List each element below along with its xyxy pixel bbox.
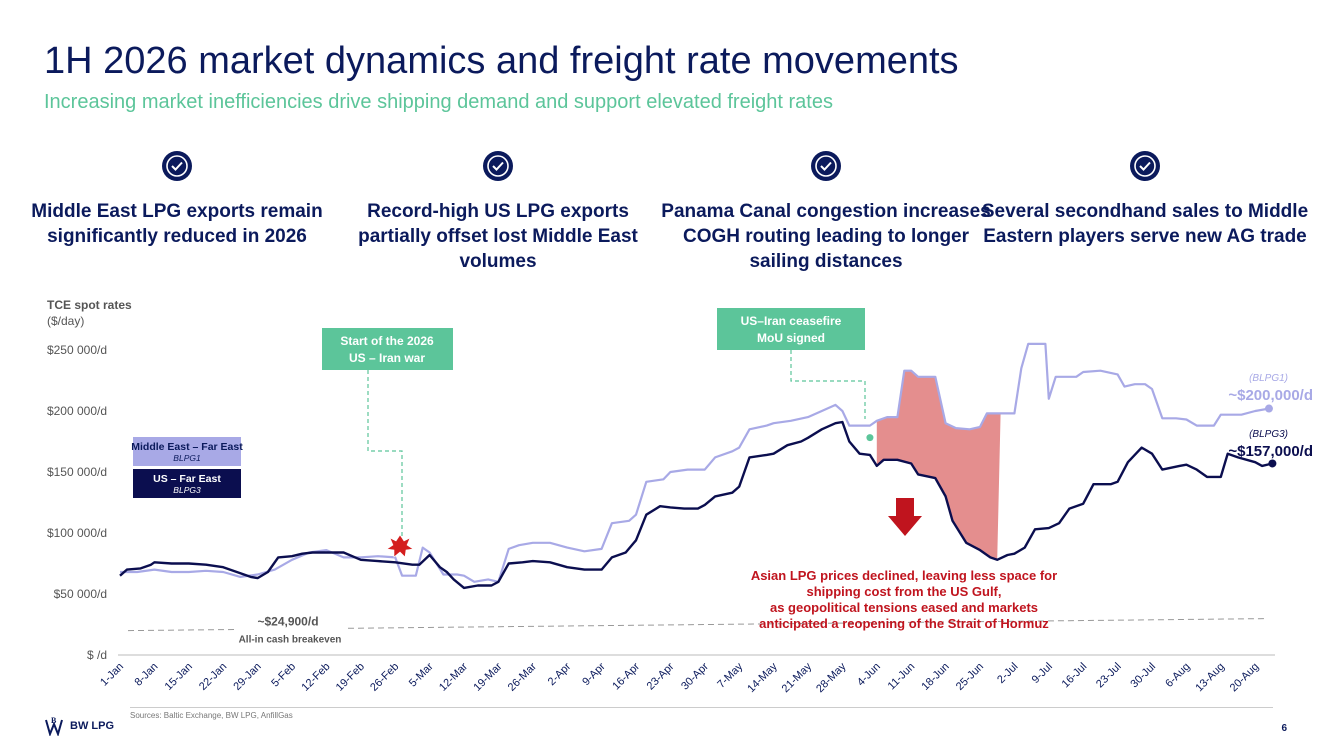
x-tick-label: 14-May xyxy=(745,660,780,695)
page-number: 6 xyxy=(1281,723,1287,734)
pillar-text: Middle East LPG exports remain significa… xyxy=(31,201,323,247)
x-tick-label: 7-May xyxy=(715,660,745,690)
company-logo: B BW LPG xyxy=(44,716,114,736)
pillar-2: Record-high US LPG exports partially off… xyxy=(333,150,663,274)
x-tick-label: 9-Jul xyxy=(1030,661,1055,686)
page-subtitle: Increasing market inefficiencies drive s… xyxy=(44,91,833,113)
x-tick-label: 28-May xyxy=(814,660,849,695)
end-label-value: ~$157,000/d xyxy=(1228,443,1313,460)
x-tick-label: 16-Apr xyxy=(610,660,642,692)
x-tick-label: 20-Aug xyxy=(1228,661,1262,695)
callout-text: as geopolitical tensions eased and marke… xyxy=(770,600,1038,615)
explosion-icon xyxy=(386,534,414,558)
legend-code: BLPG3 xyxy=(173,485,201,495)
legend-label: US – Far East xyxy=(153,473,221,485)
bw-logo-icon: B xyxy=(45,716,63,736)
pillar-3: Panama Canal congestion increases COGH r… xyxy=(661,150,991,274)
breakeven-label-bg xyxy=(235,610,345,643)
annotation-leader-ceasefire xyxy=(790,350,866,419)
x-tick-label: 12-Feb xyxy=(299,661,332,694)
series-end-point-blpg3 xyxy=(1268,459,1277,468)
y-tick-label: $50 000/d xyxy=(54,587,107,601)
breakeven-sublabel: All-in cash breakeven xyxy=(239,635,342,646)
annotation-text: US – Iran war xyxy=(349,351,425,365)
x-tick-label: 18-Jun xyxy=(919,661,951,693)
series-end-point-blpg1 xyxy=(1264,404,1273,413)
check-badge-icon xyxy=(162,151,192,181)
series-line-blpg3 xyxy=(119,420,1273,590)
y-tick-label: $200 000/d xyxy=(47,404,107,418)
x-tick-label: 4-Jun xyxy=(855,661,883,689)
pillar-4: Several secondhand sales to Middle Easte… xyxy=(980,150,1310,249)
logo-text: BW LPG xyxy=(70,720,114,732)
x-tick-label: 5-Feb xyxy=(269,661,298,690)
x-tick-label: 26-Mar xyxy=(506,660,539,693)
x-tick-label: 25-Jun xyxy=(954,661,986,693)
svg-text:B: B xyxy=(51,716,57,725)
check-badge-icon xyxy=(483,151,513,181)
x-tick-label: 2-Apr xyxy=(546,660,574,688)
ceasefire-marker xyxy=(866,434,874,442)
page-title: 1H 2026 market dynamics and freight rate… xyxy=(44,40,959,82)
x-tick-label: 1-Jan xyxy=(98,661,126,689)
x-tick-label: 26-Feb xyxy=(368,661,401,694)
x-tick-label: 16-Jul xyxy=(1060,661,1090,691)
x-tick-label: 8-Jan xyxy=(133,661,161,689)
x-tick-label: 22-Jan xyxy=(197,661,229,693)
legend-code: BLPG1 xyxy=(173,453,201,463)
breakeven-value: ~$24,900/d xyxy=(257,615,318,629)
annotation-box-war xyxy=(322,328,453,370)
footer-divider xyxy=(130,707,1273,708)
x-tick-label: 19-Feb xyxy=(334,661,367,694)
x-tick-label: 13-Aug xyxy=(1193,661,1227,695)
down-arrow-icon xyxy=(888,498,922,536)
y-axis-unit: ($/day) xyxy=(47,314,85,328)
callout-text: Asian LPG prices declined, leaving less … xyxy=(751,568,1057,583)
x-tick-label: 15-Jan xyxy=(163,661,195,693)
x-tick-label: 30-Apr xyxy=(679,660,711,692)
x-tick-label: 2-Jul xyxy=(995,661,1020,686)
x-tick-label: 6-Aug xyxy=(1163,661,1192,690)
shaded-spread-area xyxy=(876,370,1001,560)
x-tick-label: 11-Jun xyxy=(886,661,918,693)
x-tick-label: 29-Jan xyxy=(231,661,263,693)
x-tick-label: 5-Mar xyxy=(407,660,436,689)
annotation-text: Start of the 2026 xyxy=(340,334,434,348)
end-label-code: (BLPG1) xyxy=(1249,373,1288,384)
end-label-code: (BLPG3) xyxy=(1249,429,1288,440)
annotation-text: MoU signed xyxy=(757,331,825,345)
annotation-text: US–Iran ceasefire xyxy=(741,314,842,328)
y-axis-title-text: TCE spot rates xyxy=(47,298,132,312)
callout-text: anticipated a reopening of the Strait of… xyxy=(759,616,1049,631)
y-tick-label: $100 000/d xyxy=(47,526,107,540)
x-tick-label: 9-Apr xyxy=(580,660,608,688)
end-label-value: ~$200,000/d xyxy=(1228,387,1313,404)
annotation-box-ceasefire xyxy=(717,308,865,350)
check-badge-icon xyxy=(811,151,841,181)
y-axis-title: TCE spot rates ($/day) xyxy=(47,297,132,329)
y-tick-label: $ /d xyxy=(87,648,107,662)
x-tick-label: 30-Jul xyxy=(1128,661,1158,691)
x-tick-label: 12-Mar xyxy=(437,660,470,693)
pillar-text: Record-high US LPG exports partially off… xyxy=(358,201,638,272)
y-tick-label: $250 000/d xyxy=(47,343,107,357)
x-tick-label: 23-Apr xyxy=(645,660,677,692)
annotation-leader-war xyxy=(367,370,403,537)
x-tick-label: 21-May xyxy=(780,660,815,695)
callout-text: shipping cost from the US Gulf, xyxy=(807,584,1002,599)
check-badge-icon xyxy=(1130,151,1160,181)
pillar-text: Several secondhand sales to Middle Easte… xyxy=(981,201,1309,247)
sources-note: Sources: Baltic Exchange, BW LPG, Anfill… xyxy=(130,711,293,720)
series-line-blpg1 xyxy=(120,342,1270,583)
legend-label: Middle East – Far East xyxy=(131,441,243,453)
legend-swatch xyxy=(133,469,241,498)
pillar-text: Panama Canal congestion increases COGH r… xyxy=(661,201,991,272)
legend-swatch xyxy=(133,437,241,466)
x-tick-label: 23-Jul xyxy=(1094,661,1124,691)
pillar-1: Middle East LPG exports remain significa… xyxy=(12,150,342,249)
y-tick-label: $150 000/d xyxy=(47,465,107,479)
x-tick-label: 19-Mar xyxy=(471,660,504,693)
